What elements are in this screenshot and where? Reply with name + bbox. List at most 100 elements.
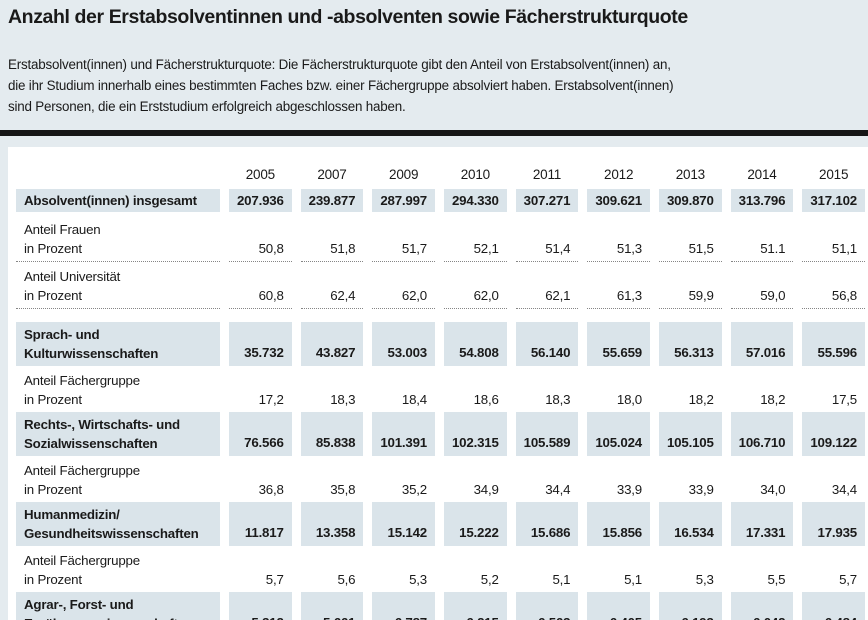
cell-value: 35,8 [330,482,356,497]
year-header: 2015 [819,167,849,182]
cell-value: 5,3 [695,572,714,587]
cell-value: 43.827 [300,322,364,366]
cell-value: 16.534 [659,502,722,546]
cell-value: 6.787 [372,592,435,620]
description-line: Erstabsolvent(innen) und Fächerstrukturq… [8,57,671,72]
row-label-line1: Anteil Universität [24,269,121,284]
cell-value: 55.659 [587,322,650,366]
cell-value: 62,0 [444,265,507,309]
cell-value: 5.312 [229,592,292,620]
cell-value: 18,3 [545,392,571,407]
table-row: Rechts-, Wirtschafts- und Sozialwissensch… [16,412,865,456]
page-title: Anzahl der Erstabsolventinnen und -absol… [8,6,688,28]
cell-value: 51,3 [587,218,650,262]
cell-value: 307.271 [515,189,579,212]
table-card: 2005 2007 2009 2010 2011 2012 2013 2014 2015 Abs… [8,147,868,620]
table-row: Anteil Fächergruppe in Prozent 17,2 18,3 18,… [16,368,865,412]
cell-value: 18,0 [616,392,642,407]
row-label: Rechts-, Wirtschafts- und Sozialwissensch… [16,412,220,456]
year-header: 2009 [389,167,419,182]
cell-value: 17,2 [258,392,284,407]
year-header: 2007 [317,167,347,182]
row-label-line2: in Prozent [24,392,82,407]
cell-value: 309.621 [587,189,650,212]
cell-value: 105.589 [515,412,579,456]
cell-value: 6.193 [659,592,722,620]
year-header-spacer [16,156,220,184]
cell-value: 55.596 [802,322,865,366]
cell-value: 36,8 [258,482,284,497]
cell-value: 61,3 [587,265,650,309]
cell-value: 59,9 [659,265,722,309]
row-label-line1: Anteil Fächergruppe [24,553,140,568]
row-label-line1: Rechts-, Wirtschafts- und [24,417,180,432]
cell-value: 15.856 [587,502,650,546]
cell-value: 5,2 [480,572,499,587]
row-label-line2: in Prozent [24,288,82,303]
cell-value: 5,7 [265,572,284,587]
cell-value: 85.838 [300,412,364,456]
cell-value: 5,7 [839,572,857,587]
table-row: Absolvent(innen) insgesamt 207.936 239.877… [16,189,865,212]
row-label-line1: Agrar-, Forst- und [24,597,134,612]
cell-value: 52,1 [444,218,507,262]
cell-value: 57.016 [730,322,794,366]
table-row: Anteil Fächergruppe in Prozent 5,7 5,6 5,3 5,… [16,548,865,592]
cell-value: 76.566 [229,412,292,456]
cell-value: 287.997 [372,189,435,212]
cell-value: 34,4 [831,482,857,497]
row-label: Absolvent(innen) insgesamt [16,189,220,212]
row-label: Agrar-, Forst- und Ernährungswissenschaft… [16,592,220,620]
cell-value: 5,3 [409,572,427,587]
row-label-line1: Anteil Fächergruppe [24,373,140,388]
cell-value: 6.484 [802,592,865,620]
row-label: Anteil Universität in Prozent [16,265,220,309]
row-label: Anteil Fächergruppe in Prozent [16,458,220,502]
data-table: Absolvent(innen) insgesamt 207.936 239.877… [16,189,865,620]
cell-value: 105.105 [659,412,722,456]
table-row: Anteil Fächergruppe in Prozent 36,8 35,8 35,… [16,458,865,502]
cell-value: 60,8 [229,265,292,309]
row-label: Anteil Frauen in Prozent [16,218,220,262]
row-label: Anteil Fächergruppe in Prozent [16,368,220,412]
year-header: 2013 [675,167,705,182]
description-line: sind Personen, die ein Erststudium erfol… [8,99,406,114]
cell-value: 51,4 [515,218,579,262]
cell-value: 53.003 [372,322,435,366]
year-header-row: 2005 2007 2009 2010 2011 2012 2013 2014 2015 [16,156,865,184]
cell-value: 35.732 [229,322,292,366]
cell-value: 35,2 [401,482,427,497]
cell-value: 11.817 [229,502,292,546]
row-label: Sprach- und Kulturwissenschaften [16,322,220,366]
cell-value: 62,0 [372,265,435,309]
row-label-line2: Ernährungswissenschaften [24,614,220,620]
table-row: Sprach- und Kulturwissenschaften 35.732 43.… [16,322,865,366]
cell-value: 34,4 [545,482,571,497]
cell-value: 239.877 [300,189,364,212]
row-label-line1: Humanmedizin/ [24,507,120,522]
cell-value: 5,5 [767,572,786,587]
cell-value: 6.042 [730,592,794,620]
cell-value: 5,6 [337,572,356,587]
cell-value: 18,2 [688,392,714,407]
cell-value: 101.391 [372,412,435,456]
cell-value: 18,2 [760,392,786,407]
row-label: Anteil Fächergruppe in Prozent [16,548,220,592]
description: Erstabsolvent(innen) und Fächerstrukturq… [8,54,868,117]
cell-value: 17,5 [831,392,857,407]
cell-value: 51,1 [802,218,865,262]
year-header: 2005 [245,167,275,182]
row-label-line2: in Prozent [24,572,82,587]
cell-value: 54.808 [444,322,507,366]
cell-value: 294.330 [444,189,507,212]
cell-value: 56.140 [515,322,579,366]
cell-value: 105.024 [587,412,650,456]
cell-value: 34,0 [760,482,786,497]
row-label-line2: in Prozent [24,482,82,497]
cell-value: 62,1 [515,265,579,309]
cell-value: 18,3 [330,392,356,407]
cell-value: 15.142 [372,502,435,546]
cell-value: 207.936 [229,189,292,212]
cell-value: 51,8 [300,218,364,262]
